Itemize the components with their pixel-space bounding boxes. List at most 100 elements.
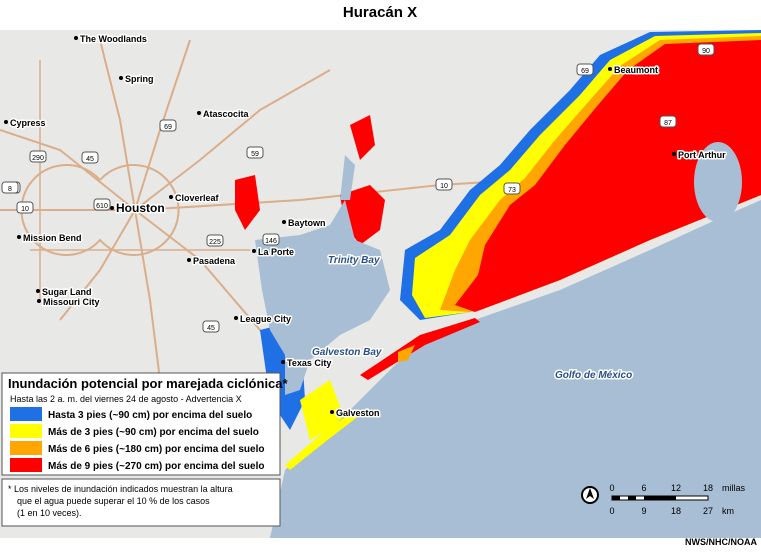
place-label: Atascocita [203, 109, 250, 119]
scale-bar-segment [628, 496, 636, 500]
place-dot [74, 36, 78, 40]
surge-area [235, 175, 260, 230]
legend-swatch [10, 424, 42, 438]
highway-shield [29, 150, 47, 163]
place-label: Baytown [288, 218, 326, 228]
scale-bar: 0 6 12 18 millas 0 9 18 27 km [609, 483, 745, 516]
place-label: Pasadena [193, 256, 236, 266]
scale-label: 6 [641, 483, 646, 493]
highway-shield [1, 181, 19, 194]
credit: NWS/NHC/NOAA [685, 537, 757, 547]
highway-shield [81, 151, 99, 164]
place-label: The Woodlands [80, 34, 147, 44]
road [30, 60, 250, 300]
water-label: Trinity Bay [328, 255, 380, 266]
place-label: Missouri City [43, 297, 100, 307]
highway-shield [262, 233, 280, 246]
scale-unit: millas [722, 483, 746, 493]
scale-bar-segment [612, 496, 620, 500]
legend-swatch [10, 458, 42, 472]
highway-number: 45 [207, 325, 215, 332]
highway-number: 59 [251, 151, 259, 158]
highway-shield [576, 63, 594, 76]
surge-area [360, 318, 480, 380]
compass-arrow [586, 488, 594, 499]
place-label: Cypress [10, 118, 46, 128]
water-label: Golfo de México [555, 370, 632, 381]
highway-number: 8 [8, 186, 12, 193]
place-dot [252, 249, 256, 253]
place-label: Mission Bend [23, 233, 82, 243]
scale-label: 27 [703, 506, 713, 516]
scale-bar-segment [644, 496, 676, 500]
scale-unit: km [722, 506, 734, 516]
legend-label: Más de 6 pies (~180 cm) por encima del s… [48, 444, 264, 455]
highway-shield [16, 201, 34, 214]
scale-label: 18 [703, 483, 713, 493]
place-dot [4, 120, 8, 124]
lake [694, 142, 742, 222]
place-dot [37, 299, 41, 303]
road [20, 164, 180, 256]
title: Huracán X [343, 4, 417, 21]
surge-area [455, 40, 761, 312]
legend-subtitle: Hasta las 2 a. m. del viernes 24 de agos… [10, 394, 242, 404]
gulf [270, 200, 761, 538]
highway-number: 10 [440, 183, 448, 190]
road [134, 69, 331, 211]
scale-label: 0 [609, 483, 614, 493]
highway-shield [697, 43, 715, 56]
highway-shield [159, 119, 177, 132]
scale-label: 12 [671, 483, 681, 493]
highway-number: 225 [209, 239, 221, 246]
compass [581, 486, 599, 504]
surge-area [350, 115, 375, 160]
surge-area [300, 380, 345, 440]
highway-number: 146 [265, 238, 277, 245]
place-label: League City [240, 314, 291, 324]
place-dot [281, 360, 285, 364]
place-label: Sugar Land [42, 287, 92, 297]
note-line: * Los niveles de inundación indicados mu… [8, 484, 233, 494]
place-label: Texas City [287, 358, 331, 368]
scale-label: 18 [671, 506, 681, 516]
place-label: Galveston [336, 408, 380, 418]
place-label: Cloverleaf [175, 193, 220, 203]
place-label: Spring [125, 74, 154, 84]
highway-number: 69 [581, 68, 589, 75]
note: * Los niveles de inundación indicados mu… [8, 484, 233, 518]
bay [255, 200, 390, 395]
place-dot [17, 235, 21, 239]
place-dot [197, 111, 201, 115]
place-dot [36, 289, 40, 293]
highway-shield [246, 146, 264, 159]
place-label: La Porte [258, 247, 294, 257]
highway-shield [503, 182, 521, 195]
legend-items: Hasta 3 pies (~90 cm) por encima del sue… [10, 407, 264, 472]
highway-number: 69 [164, 124, 172, 131]
note-line: que el agua puede superar el 10 % de los… [17, 496, 210, 506]
place-dot [169, 195, 173, 199]
note-box [1, 478, 281, 527]
surge-area [398, 345, 415, 362]
place-dot [330, 410, 334, 414]
highway-shield [206, 234, 224, 247]
surge-area [285, 410, 360, 470]
place-label: Houston [116, 201, 165, 215]
highway-shield [93, 198, 111, 211]
legend-swatch [10, 441, 42, 455]
highway-number: 10 [21, 206, 29, 213]
highway-shield [202, 320, 220, 333]
water-label: Galveston Bay [312, 347, 382, 358]
place-dot [608, 67, 612, 71]
highway-number: 290 [32, 155, 44, 162]
scale-label: 9 [641, 506, 646, 516]
place-dot [187, 258, 191, 262]
legend-box [1, 372, 281, 476]
highway-shield [659, 115, 677, 128]
bay [340, 155, 355, 200]
place-label: Port Arthur [678, 150, 726, 160]
highway-number: 73 [508, 187, 516, 194]
place-dot [672, 152, 676, 156]
